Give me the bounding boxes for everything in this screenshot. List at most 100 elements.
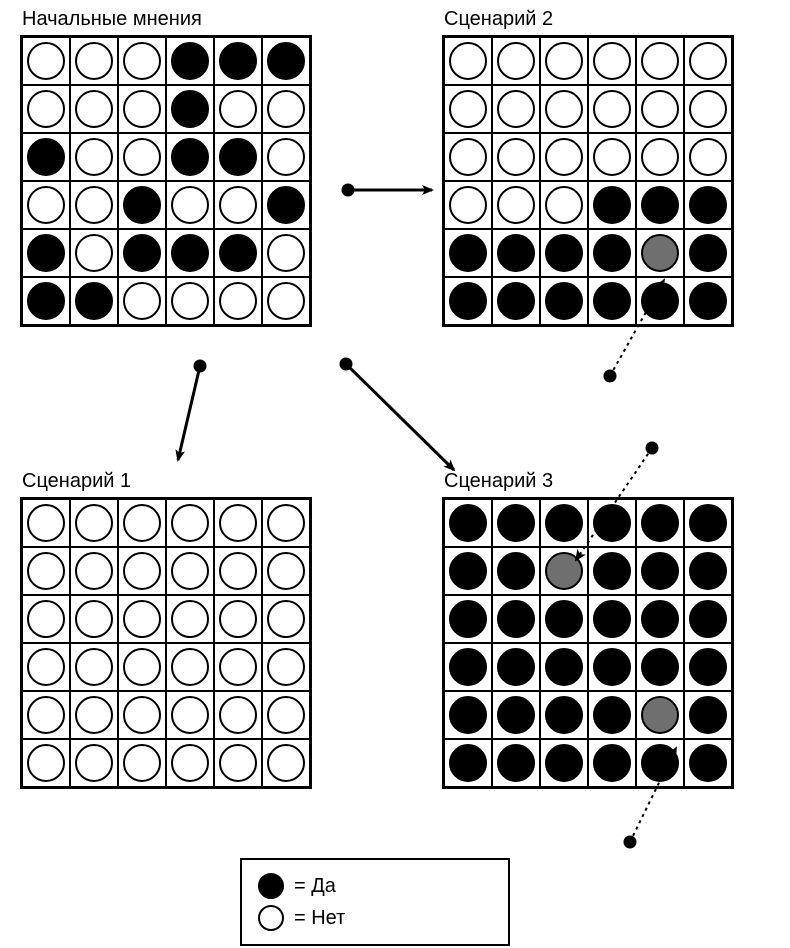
grid-cell xyxy=(588,133,636,181)
filled-dot-icon xyxy=(171,90,209,128)
arrow-start-dot-icon xyxy=(342,184,355,197)
empty-dot-icon xyxy=(171,186,209,224)
grid-cell xyxy=(636,739,684,787)
grid-cell xyxy=(70,37,118,85)
grid-cell xyxy=(22,133,70,181)
empty-dot-icon xyxy=(219,186,257,224)
grid-cell xyxy=(684,229,732,277)
legend: = Да = Нет xyxy=(240,858,510,946)
grid-cell xyxy=(444,277,492,325)
grid-cell xyxy=(118,133,166,181)
empty-dot-icon xyxy=(545,42,583,80)
grid-cell xyxy=(70,277,118,325)
empty-dot-icon xyxy=(75,600,113,638)
filled-dot-icon xyxy=(497,234,535,272)
grid-cell xyxy=(636,181,684,229)
grid-cell xyxy=(636,547,684,595)
filled-dot-icon xyxy=(641,744,679,782)
filled-dot-icon xyxy=(641,186,679,224)
grid-cell xyxy=(70,595,118,643)
empty-dot-icon xyxy=(545,138,583,176)
grid-cell xyxy=(262,37,310,85)
grid-cell xyxy=(540,85,588,133)
filled-dot-icon xyxy=(449,234,487,272)
empty-dot-icon xyxy=(267,90,305,128)
grid-cell xyxy=(684,133,732,181)
filled-dot-icon xyxy=(449,504,487,542)
grid-cell xyxy=(444,643,492,691)
grid-cell xyxy=(214,691,262,739)
grid-cell xyxy=(684,739,732,787)
grid-cell xyxy=(214,643,262,691)
filled-dot-icon xyxy=(545,282,583,320)
panel-title: Сценарий 2 xyxy=(444,8,734,31)
filled-dot-icon xyxy=(545,744,583,782)
grid-cell xyxy=(684,595,732,643)
empty-dot-icon xyxy=(258,905,284,931)
filled-dot-icon xyxy=(449,600,487,638)
empty-dot-icon xyxy=(75,42,113,80)
empty-dot-icon xyxy=(593,138,631,176)
empty-dot-icon xyxy=(75,186,113,224)
arrow-start-dot-icon xyxy=(194,360,207,373)
grid-cell xyxy=(636,85,684,133)
filled-dot-icon xyxy=(267,42,305,80)
filled-dot-icon xyxy=(123,186,161,224)
grid-cell xyxy=(492,499,540,547)
grid-cell xyxy=(118,499,166,547)
grid-cell xyxy=(540,37,588,85)
empty-dot-icon xyxy=(267,648,305,686)
empty-dot-icon xyxy=(267,282,305,320)
empty-dot-icon xyxy=(219,744,257,782)
grid-cell xyxy=(492,85,540,133)
gray-dot-icon xyxy=(545,552,583,590)
filled-dot-icon xyxy=(449,744,487,782)
empty-dot-icon xyxy=(27,600,65,638)
grid-cell xyxy=(540,547,588,595)
empty-dot-icon xyxy=(267,138,305,176)
grid-cell xyxy=(22,277,70,325)
grid-cell xyxy=(214,229,262,277)
arrow-start-dot-icon xyxy=(646,442,659,455)
filled-dot-icon xyxy=(593,696,631,734)
grid-cell xyxy=(214,595,262,643)
grid-cell xyxy=(636,277,684,325)
filled-dot-icon xyxy=(593,552,631,590)
grid-cell xyxy=(588,277,636,325)
empty-dot-icon xyxy=(27,696,65,734)
empty-dot-icon xyxy=(449,186,487,224)
grid-cell xyxy=(70,85,118,133)
grid-cell xyxy=(70,181,118,229)
grid-cell xyxy=(22,85,70,133)
filled-dot-icon xyxy=(449,648,487,686)
panel-title: Сценарий 1 xyxy=(22,470,312,493)
grid xyxy=(442,497,734,789)
filled-dot-icon xyxy=(545,600,583,638)
grid-cell xyxy=(588,181,636,229)
filled-dot-icon xyxy=(593,186,631,224)
grid-cell xyxy=(214,133,262,181)
empty-dot-icon xyxy=(267,504,305,542)
empty-dot-icon xyxy=(27,648,65,686)
grid-cell xyxy=(684,499,732,547)
empty-dot-icon xyxy=(593,42,631,80)
grid-cell xyxy=(262,277,310,325)
empty-dot-icon xyxy=(171,648,209,686)
empty-dot-icon xyxy=(171,552,209,590)
grid-cell xyxy=(588,547,636,595)
filled-dot-icon xyxy=(497,648,535,686)
grid-cell xyxy=(22,229,70,277)
filled-dot-icon xyxy=(75,282,113,320)
grid-cell xyxy=(118,229,166,277)
grid-cell xyxy=(684,85,732,133)
grid-cell xyxy=(166,181,214,229)
grid-cell xyxy=(214,37,262,85)
grid-cell xyxy=(118,691,166,739)
empty-dot-icon xyxy=(219,696,257,734)
grid-cell xyxy=(22,595,70,643)
grid-cell xyxy=(214,739,262,787)
grid-cell xyxy=(22,547,70,595)
filled-dot-icon xyxy=(689,648,727,686)
empty-dot-icon xyxy=(641,42,679,80)
filled-dot-icon xyxy=(27,282,65,320)
